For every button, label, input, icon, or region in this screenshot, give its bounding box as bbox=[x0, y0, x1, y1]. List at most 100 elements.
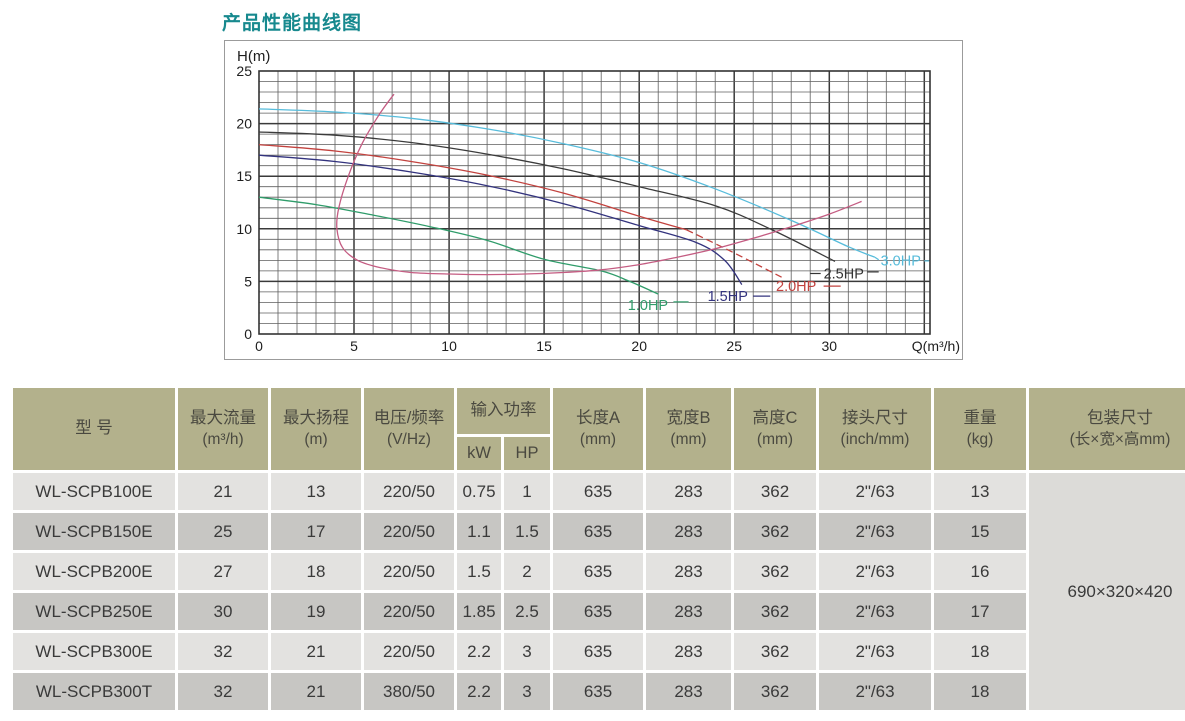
svg-text:15: 15 bbox=[236, 168, 252, 184]
cell-height: 362 bbox=[734, 473, 816, 510]
header-width: 宽度B (mm) bbox=[646, 388, 731, 470]
svg-text:H(m): H(m) bbox=[237, 48, 270, 65]
spec-table-header: 型 号 最大流量 (m³/h) 最大扬程 (m) 电压/频率 (V/Hz) 输入… bbox=[13, 388, 1185, 470]
cell-model: WL-SCPB150E bbox=[13, 513, 175, 550]
cell-voltage: 220/50 bbox=[364, 633, 454, 670]
cell-length: 635 bbox=[553, 673, 643, 710]
cell-connector: 2"/63 bbox=[819, 673, 931, 710]
cell-hp: 2.5 bbox=[504, 593, 550, 630]
cell-weight: 17 bbox=[934, 593, 1026, 630]
svg-text:20: 20 bbox=[631, 338, 647, 354]
cell-weight: 15 bbox=[934, 513, 1026, 550]
svg-text:0: 0 bbox=[244, 326, 252, 342]
svg-text:2.5HP: 2.5HP bbox=[824, 267, 864, 283]
cell-width: 283 bbox=[646, 633, 731, 670]
cell-weight: 16 bbox=[934, 553, 1026, 590]
table-row: WL-SCPB300E 32 21 220/50 2.2 3 635 283 362 2"/63 1… bbox=[13, 633, 1185, 670]
cell-width: 283 bbox=[646, 513, 731, 550]
page-title: 产品性能曲线图 bbox=[222, 13, 363, 34]
cell-connector: 2"/63 bbox=[819, 633, 931, 670]
svg-text:15: 15 bbox=[536, 338, 552, 354]
cell-height: 362 bbox=[734, 633, 816, 670]
svg-text:0: 0 bbox=[255, 338, 263, 354]
cell-weight: 18 bbox=[934, 673, 1026, 710]
cell-width: 283 bbox=[646, 473, 731, 510]
table-row: WL-SCPB200E 27 18 220/50 1.5 2 635 283 362 2"/63 1… bbox=[13, 553, 1185, 590]
cell-model: WL-SCPB250E bbox=[13, 593, 175, 630]
header-hp: HP bbox=[504, 437, 550, 470]
header-connector: 接头尺寸 (inch/mm) bbox=[819, 388, 931, 470]
cell-hp: 3 bbox=[504, 673, 550, 710]
cell-voltage: 220/50 bbox=[364, 513, 454, 550]
cell-voltage: 380/50 bbox=[364, 673, 454, 710]
cell-model: WL-SCPB300T bbox=[13, 673, 175, 710]
cell-hp: 3 bbox=[504, 633, 550, 670]
cell-length: 635 bbox=[553, 593, 643, 630]
cell-max-flow: 21 bbox=[178, 473, 268, 510]
cell-max-flow: 32 bbox=[178, 633, 268, 670]
cell-max-head: 18 bbox=[271, 553, 361, 590]
cell-max-head: 19 bbox=[271, 593, 361, 630]
cell-length: 635 bbox=[553, 473, 643, 510]
header-voltage: 电压/频率 (V/Hz) bbox=[364, 388, 454, 470]
svg-text:1.5HP: 1.5HP bbox=[708, 289, 748, 305]
header-kw: kW bbox=[457, 437, 501, 470]
cell-connector: 2"/63 bbox=[819, 473, 931, 510]
cell-kw: 1.5 bbox=[457, 553, 501, 590]
cell-length: 635 bbox=[553, 513, 643, 550]
cell-width: 283 bbox=[646, 593, 731, 630]
cell-weight: 18 bbox=[934, 633, 1026, 670]
cell-kw: 0.75 bbox=[457, 473, 501, 510]
cell-max-head: 21 bbox=[271, 633, 361, 670]
svg-text:10: 10 bbox=[236, 221, 252, 237]
header-max-flow: 最大流量 (m³/h) bbox=[178, 388, 268, 470]
header-weight: 重量 (kg) bbox=[934, 388, 1026, 470]
cell-voltage: 220/50 bbox=[364, 593, 454, 630]
header-max-head: 最大扬程 (m) bbox=[271, 388, 361, 470]
cell-model: WL-SCPB200E bbox=[13, 553, 175, 590]
svg-text:10: 10 bbox=[441, 338, 457, 354]
svg-text:5: 5 bbox=[350, 338, 358, 354]
cell-packing: 690×320×420 bbox=[1029, 473, 1185, 710]
cell-max-flow: 27 bbox=[178, 553, 268, 590]
svg-text:5: 5 bbox=[244, 273, 252, 289]
cell-width: 283 bbox=[646, 673, 731, 710]
cell-weight: 13 bbox=[934, 473, 1026, 510]
header-model: 型 号 bbox=[13, 388, 175, 470]
svg-text:20: 20 bbox=[236, 116, 252, 132]
svg-text:1.0HP: 1.0HP bbox=[628, 298, 668, 314]
cell-length: 635 bbox=[553, 633, 643, 670]
spec-table: 型 号 最大流量 (m³/h) 最大扬程 (m) 电压/频率 (V/Hz) 输入… bbox=[10, 385, 1185, 713]
cell-max-head: 17 bbox=[271, 513, 361, 550]
cell-connector: 2"/63 bbox=[819, 513, 931, 550]
header-input-power: 输入功率 bbox=[457, 388, 550, 434]
cell-kw: 1.85 bbox=[457, 593, 501, 630]
cell-voltage: 220/50 bbox=[364, 473, 454, 510]
cell-hp: 2 bbox=[504, 553, 550, 590]
spec-table-body: WL-SCPB100E 21 13 220/50 0.75 1 635 283 362 2"/63… bbox=[13, 473, 1185, 710]
svg-text:Q(m³/h): Q(m³/h) bbox=[912, 338, 960, 354]
cell-height: 362 bbox=[734, 513, 816, 550]
cell-model: WL-SCPB300E bbox=[13, 633, 175, 670]
performance-chart-svg: 0 5 10 15 20 25 300510152025H(m)Q(m³/h)1.0HP1.… bbox=[236, 48, 960, 354]
cell-height: 362 bbox=[734, 673, 816, 710]
cell-max-head: 21 bbox=[271, 673, 361, 710]
cell-max-flow: 32 bbox=[178, 673, 268, 710]
svg-text:25: 25 bbox=[726, 338, 742, 354]
header-height: 高度C (mm) bbox=[734, 388, 816, 470]
cell-connector: 2"/63 bbox=[819, 593, 931, 630]
cell-width: 283 bbox=[646, 553, 731, 590]
table-row: WL-SCPB150E 25 17 220/50 1.1 1.5 635 283 362 2"/6… bbox=[13, 513, 1185, 550]
svg-text:30: 30 bbox=[822, 338, 838, 354]
cell-height: 362 bbox=[734, 553, 816, 590]
cell-kw: 2.2 bbox=[457, 673, 501, 710]
header-packing: 包装尺寸 (长×宽×高mm) bbox=[1029, 388, 1185, 470]
cell-height: 362 bbox=[734, 593, 816, 630]
cell-max-head: 13 bbox=[271, 473, 361, 510]
cell-length: 635 bbox=[553, 553, 643, 590]
cell-hp: 1.5 bbox=[504, 513, 550, 550]
cell-max-flow: 30 bbox=[178, 593, 268, 630]
cell-hp: 1 bbox=[504, 473, 550, 510]
cell-model: WL-SCPB100E bbox=[13, 473, 175, 510]
cell-kw: 1.1 bbox=[457, 513, 501, 550]
